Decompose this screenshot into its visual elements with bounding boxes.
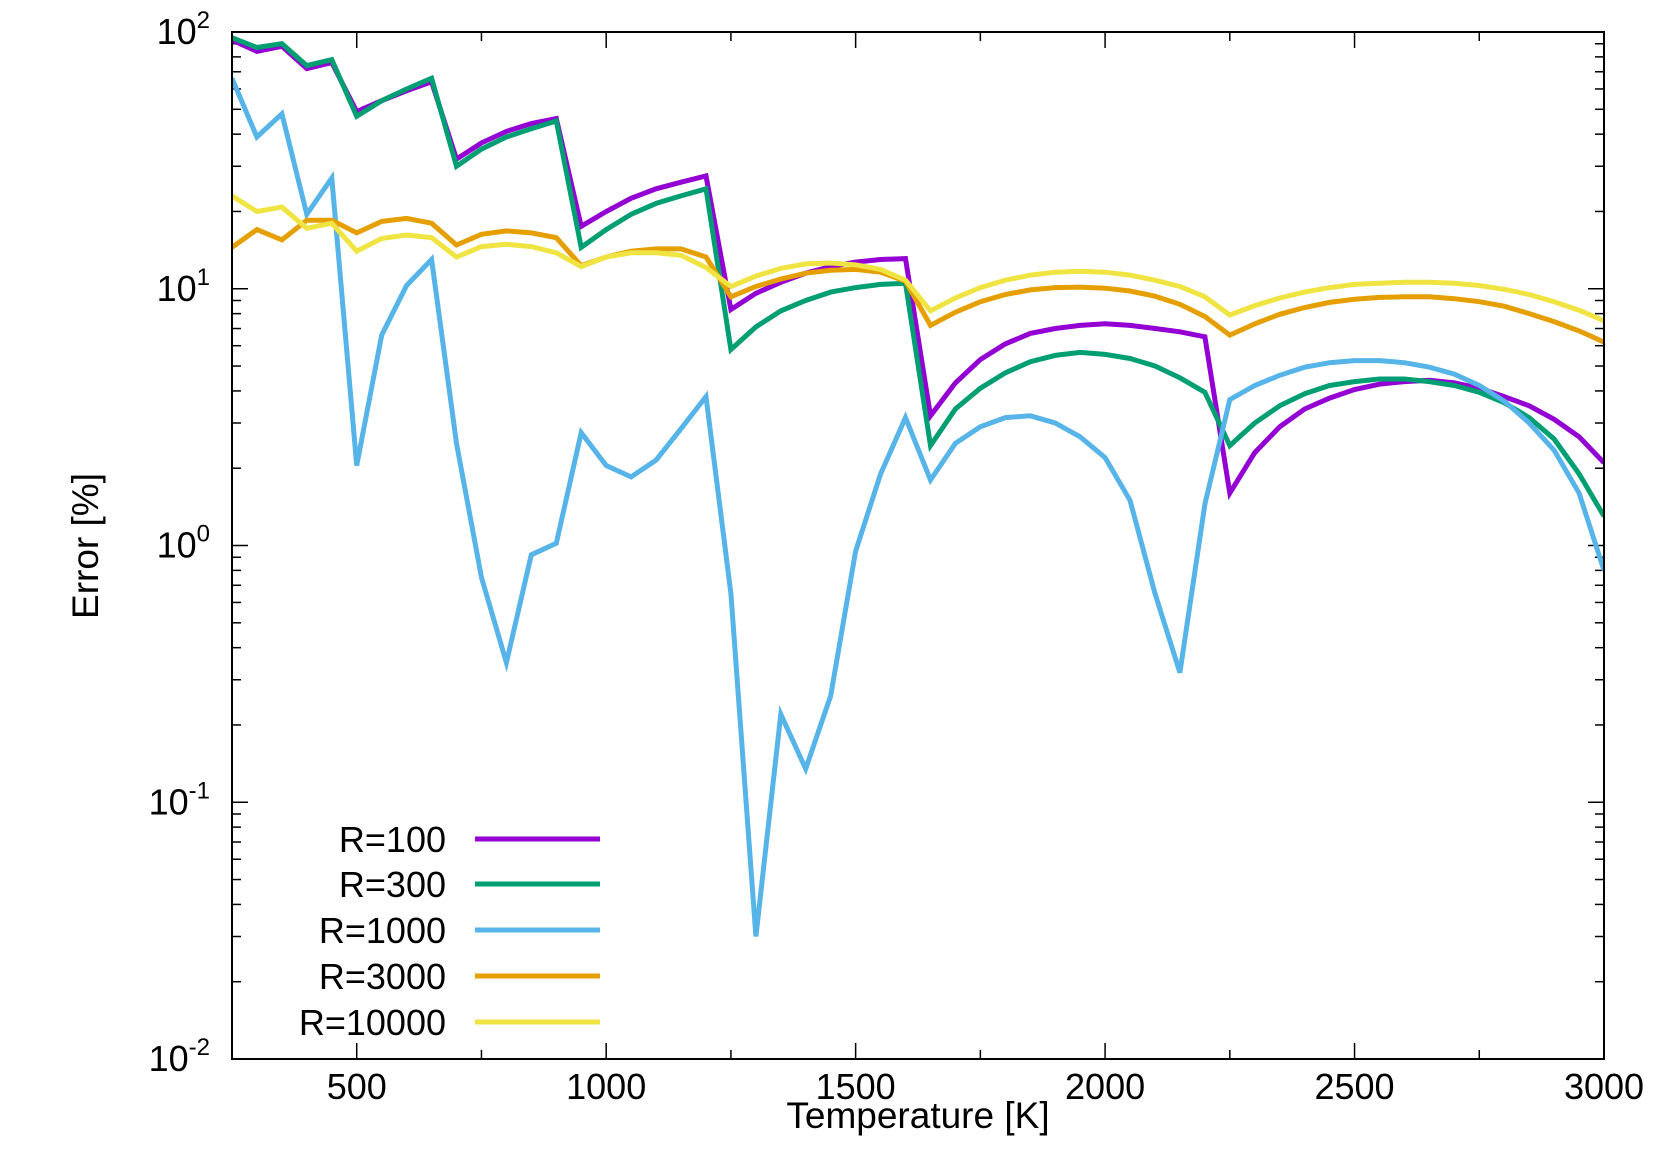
legend-label: R=100 bbox=[339, 819, 446, 860]
legend-label: R=3000 bbox=[319, 956, 446, 997]
y-tick-label: 101 bbox=[157, 264, 210, 309]
series-layer bbox=[231, 35, 1605, 937]
legend-label: R=1000 bbox=[319, 910, 446, 951]
x-tick-label: 1000 bbox=[566, 1066, 646, 1107]
y-tick-label: 10-2 bbox=[149, 1034, 210, 1079]
plot-frame bbox=[231, 31, 1605, 1060]
x-tick-labels: 500 1000 1500 2000 2500 3000 bbox=[327, 1066, 1644, 1107]
series-line-r-100 bbox=[231, 37, 1605, 501]
x-tick-label: 2500 bbox=[1314, 1066, 1394, 1107]
y-axis-title: Error [%] bbox=[65, 473, 106, 619]
x-tick-label: 3000 bbox=[1564, 1066, 1644, 1107]
y-tick-label: 102 bbox=[157, 7, 210, 52]
x-axis-title: Temperature [K] bbox=[786, 1095, 1049, 1136]
x-tick-label: 2000 bbox=[1065, 1066, 1145, 1107]
series-line-r-10000 bbox=[231, 193, 1605, 324]
y-tick-label: 10-1 bbox=[149, 777, 210, 822]
x-tick-label: 500 bbox=[327, 1066, 387, 1107]
series-line-r-300 bbox=[231, 35, 1605, 518]
series-line-r-1000 bbox=[231, 77, 1605, 937]
legend-label: R=300 bbox=[339, 864, 446, 905]
x-tick-label: 1500 bbox=[816, 1066, 896, 1107]
y-tick-label: 100 bbox=[157, 521, 210, 566]
legend-label: R=10000 bbox=[299, 1002, 446, 1043]
series-line-r-3000 bbox=[231, 215, 1605, 345]
y-tick-labels: 10-2 10-1 100 101 102 bbox=[149, 7, 210, 1079]
